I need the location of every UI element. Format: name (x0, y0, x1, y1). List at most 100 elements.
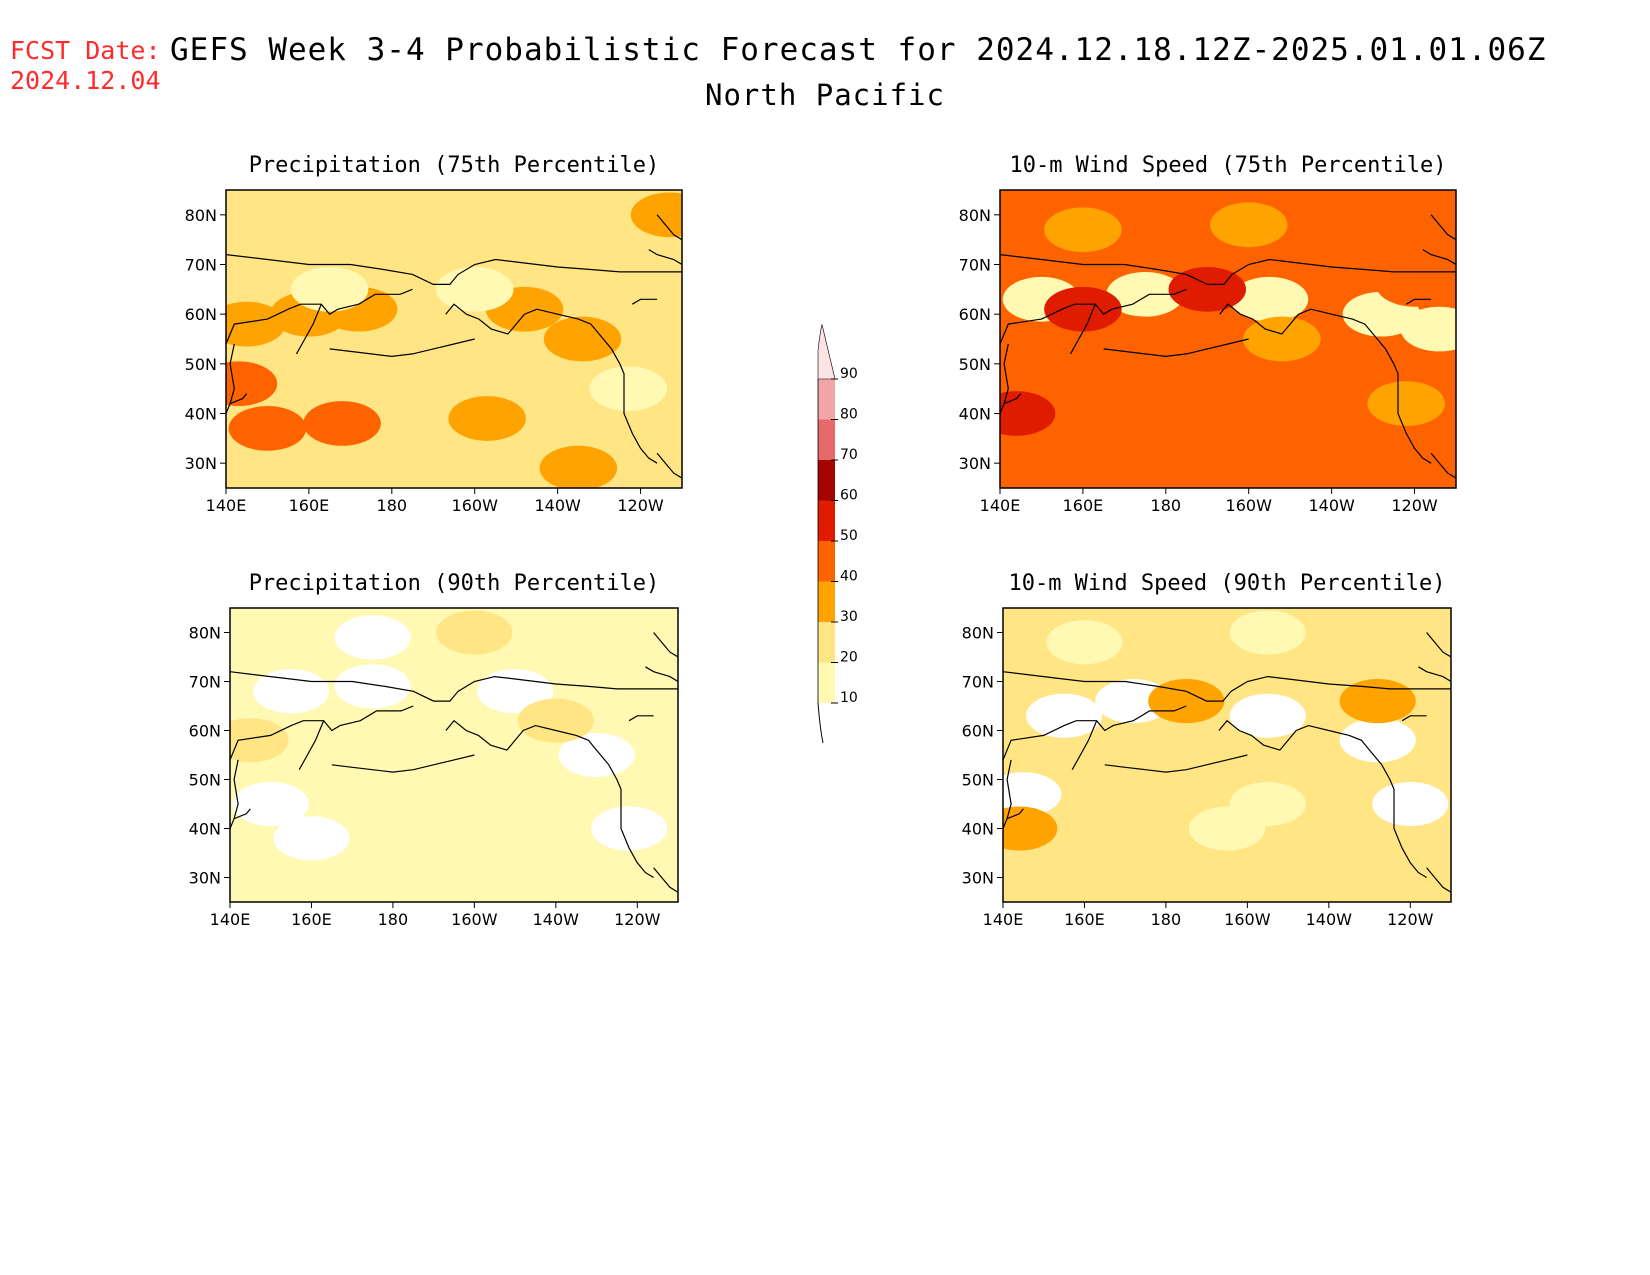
lon-label: 140E (980, 496, 1021, 515)
lon-label: 120W (614, 910, 661, 929)
shaded-region (1148, 679, 1225, 724)
map-panel: 10-m Wind Speed (90th Percentile) 80N 70N 6… (962, 571, 1452, 929)
lat-label: 70N (185, 256, 217, 275)
panel-title: 10-m Wind Speed (75th Percentile) (1009, 153, 1446, 178)
shaded-region (1339, 718, 1416, 763)
lat-label: 50N (959, 355, 991, 374)
lon-label: 120W (1391, 496, 1438, 515)
lon-label: 160E (1064, 910, 1105, 929)
coastline (226, 214, 682, 479)
lat-label: 70N (189, 673, 221, 692)
colorbar-segment (818, 662, 835, 703)
colorbar-segment (817, 324, 836, 380)
colorbar: 10 20 30 40 50 60 70 80 90 (817, 324, 858, 744)
shaded-region (1355, 192, 1433, 238)
lon-label: 180 (1151, 496, 1182, 515)
lat-label: 80N (189, 624, 221, 643)
colorbar-tail (817, 702, 824, 744)
shaded-region (290, 266, 369, 312)
lat-label: 70N (959, 256, 991, 275)
lon-label: 140E (206, 496, 247, 515)
lat-label: 30N (189, 869, 221, 888)
panel-title: Precipitation (75th Percentile) (249, 153, 660, 178)
shaded-region (539, 445, 618, 488)
shaded-region (1339, 679, 1416, 724)
shaded-region (1003, 806, 1058, 851)
shaded-region (589, 366, 667, 412)
shaded-region (1229, 610, 1306, 655)
lon-label: 160W (451, 910, 498, 929)
lat-label: 50N (185, 355, 217, 374)
shaded-region (334, 664, 411, 709)
forecast-date-block: FCST Date: 2024.12.04 (10, 36, 161, 96)
lat-label: 70N (962, 673, 994, 692)
lat-label: 80N (185, 206, 217, 225)
lat-label: 40N (189, 820, 221, 839)
shaded-region (1229, 781, 1306, 827)
lat-label: 30N (959, 454, 991, 473)
shaded-region (448, 396, 526, 441)
shaded-region (1095, 679, 1172, 724)
colorbar-label: 10 (840, 690, 858, 706)
shaded-region (253, 669, 330, 714)
map-frame (229, 607, 679, 903)
lat-label: 60N (189, 722, 221, 741)
shaded-region (1243, 316, 1321, 362)
map-panel: 10-m Wind Speed (75th Percentile) 80N 70N 6… (959, 153, 1457, 515)
colorbar-segment (818, 622, 835, 663)
shaded-region (303, 401, 381, 446)
colorbar-label: 20 (840, 650, 858, 666)
map-frame (225, 189, 683, 489)
lat-label: 40N (185, 405, 217, 424)
colorbar-label: 80 (840, 407, 858, 423)
colorbar-segment (818, 541, 835, 582)
map-frame (999, 189, 1457, 489)
colorbar-label: 30 (840, 609, 858, 625)
coastline (230, 632, 678, 893)
lon-label: 140W (534, 496, 581, 515)
shaded-region (435, 266, 514, 312)
forecast-date-label: FCST Date: (10, 36, 161, 65)
lon-label: 120W (617, 496, 664, 515)
page-title: GEFS Week 3-4 Probabilistic Forecast for… (170, 32, 1547, 68)
map-panel: Precipitation (75th Percentile) 80N 70N 60N… (185, 153, 683, 515)
lon-label: 160E (289, 496, 330, 515)
shaded-field (230, 608, 678, 902)
shaded-region (228, 406, 307, 451)
shaded-region (591, 806, 668, 851)
lon-label: 160E (1063, 496, 1104, 515)
colorbar-segment (818, 581, 835, 622)
shaded-region (436, 610, 513, 655)
shaded-field (1003, 608, 1451, 902)
colorbar-segment (818, 379, 835, 420)
shaded-region (230, 718, 289, 763)
colorbar-label: 50 (840, 528, 858, 544)
forecast-date-value: 2024.12.04 (10, 66, 161, 95)
shaded-region (1026, 693, 1103, 738)
lon-label: 160W (1226, 496, 1273, 515)
coastline (1000, 214, 1456, 479)
panel-title: 10-m Wind Speed (90th Percentile) (1008, 571, 1445, 596)
shaded-region (558, 732, 635, 778)
coastline (1003, 632, 1451, 893)
shaded-region (334, 615, 411, 660)
lat-label: 60N (185, 305, 217, 324)
lat-label: 50N (189, 771, 221, 790)
map-panel: Precipitation (90th Percentile) 80N 70N 60N… (189, 571, 679, 929)
shaded-region (1000, 391, 1056, 436)
lon-label: 140E (983, 910, 1024, 929)
lon-label: 140E (210, 910, 251, 929)
shaded-region (477, 669, 554, 714)
lat-label: 80N (959, 206, 991, 225)
shaded-region (1046, 620, 1123, 665)
lon-label: 180 (377, 496, 408, 515)
colorbar-segment (818, 419, 835, 460)
shaded-region (1400, 306, 1456, 352)
map-frame (1002, 607, 1452, 903)
lon-label: 140W (533, 910, 580, 929)
lat-label: 50N (962, 771, 994, 790)
shaded-region (1003, 772, 1062, 817)
shaded-region (1367, 381, 1446, 426)
colorbar-segment (818, 500, 835, 541)
